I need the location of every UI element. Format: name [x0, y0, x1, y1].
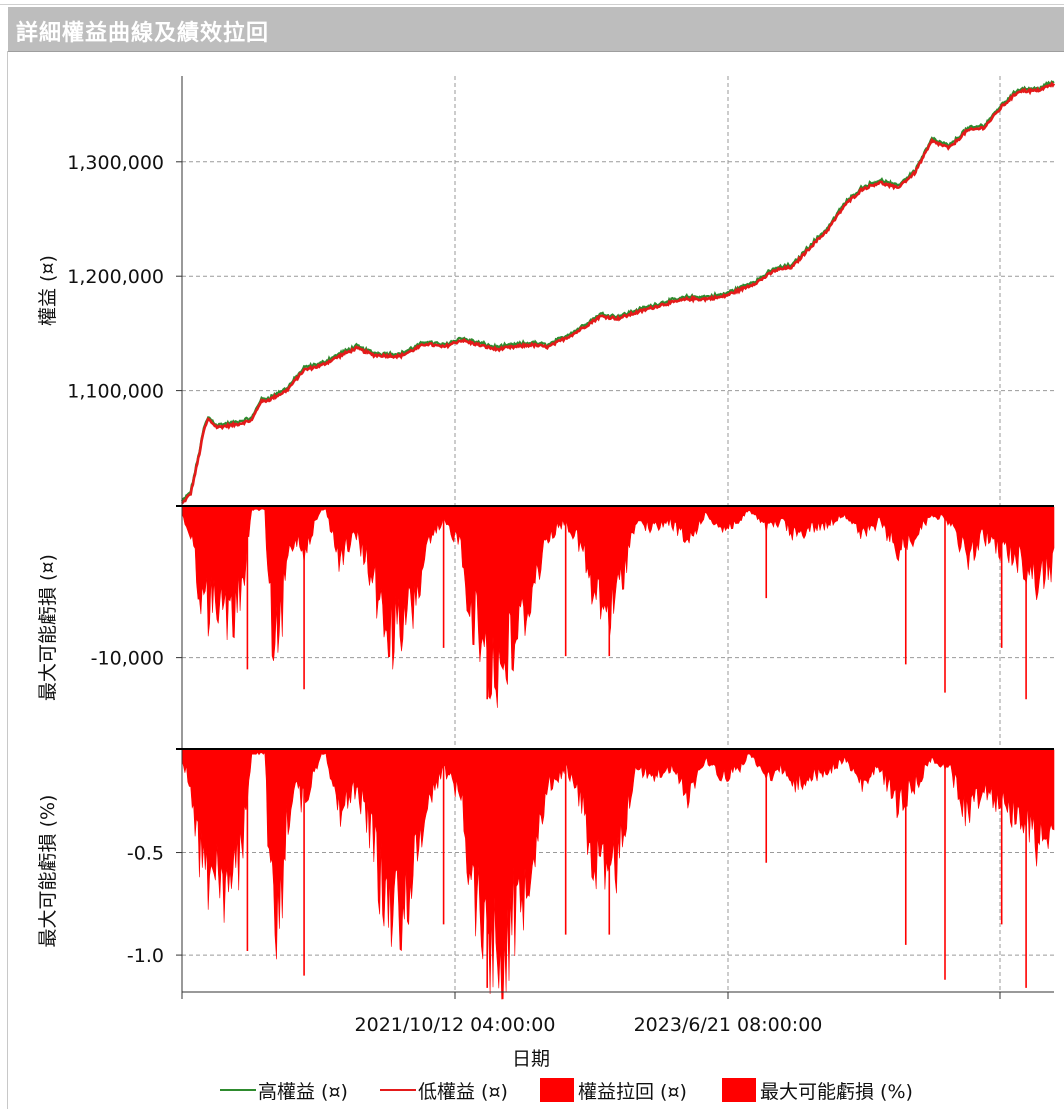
- legend-label-high-equity: 高權益 (¤): [258, 1080, 348, 1103]
- y-axis-label: 最大可能虧損 (¤): [37, 554, 59, 701]
- legend-swatch-low-equity: [380, 1089, 416, 1091]
- x-axis-label: 日期: [512, 1048, 550, 1070]
- legend-label-equity-drawdown: 權益拉回 (¤): [578, 1080, 687, 1103]
- y-tick-label: -1.0: [127, 945, 164, 967]
- legend-swatch-equity-drawdown: [540, 1078, 574, 1102]
- title-bar: 詳細權益曲線及績效拉回: [8, 7, 1064, 52]
- frame-left-border: [7, 51, 8, 1109]
- drawdown-area: [181, 749, 1055, 1000]
- legend-item-max-drawdown-pct: 最大可能虧損 (%): [722, 1078, 913, 1103]
- axis-layer: 1,100,000 1,200,000 1,300,000 權益 (¤) -10,000…: [37, 76, 1054, 1036]
- legend-item-high-equity: 高權益 (¤): [220, 1078, 348, 1103]
- legend-swatch-high-equity: [220, 1089, 256, 1091]
- drawdown-abs-panel: [181, 506, 1055, 708]
- series-high-equity-line: [181, 80, 1055, 502]
- x-tick-label: 2023/6/21 08:00:00: [634, 1014, 823, 1036]
- y-axis-label: 權益 (¤): [37, 255, 59, 326]
- legend-swatch-max-drawdown-pct: [722, 1078, 756, 1102]
- x-tick-label: 2021/10/12 04:00:00: [355, 1014, 556, 1036]
- legend-label-low-equity: 低權益 (¤): [418, 1080, 508, 1103]
- series-low-equity-line: [181, 81, 1056, 505]
- drawdown-pct-panel: [181, 749, 1055, 1000]
- y-tick-label: 1,100,000: [67, 381, 164, 403]
- legend-item-low-equity: 低權益 (¤): [380, 1078, 508, 1103]
- window-title: 詳細權益曲線及績效拉回: [16, 21, 270, 46]
- y-tick-label: 1,200,000: [67, 266, 164, 288]
- y-tick-label: -10,000: [91, 648, 164, 670]
- y-tick-label: 1,300,000: [67, 152, 164, 174]
- y-tick-label: -0.5: [127, 843, 164, 865]
- y-axis-label: 最大可能虧損 (%): [37, 795, 59, 948]
- legend-label-max-drawdown-pct: 最大可能虧損 (%): [760, 1080, 913, 1103]
- legend-item-equity-drawdown: 權益拉回 (¤): [540, 1078, 687, 1103]
- drawdown-area: [181, 506, 1055, 708]
- equity-panel: [181, 80, 1056, 505]
- top-border: [0, 4, 1064, 5]
- legend: 高權益 (¤) 低權益 (¤) 權益拉回 (¤) 最大可能虧損 (%): [0, 1072, 1064, 1108]
